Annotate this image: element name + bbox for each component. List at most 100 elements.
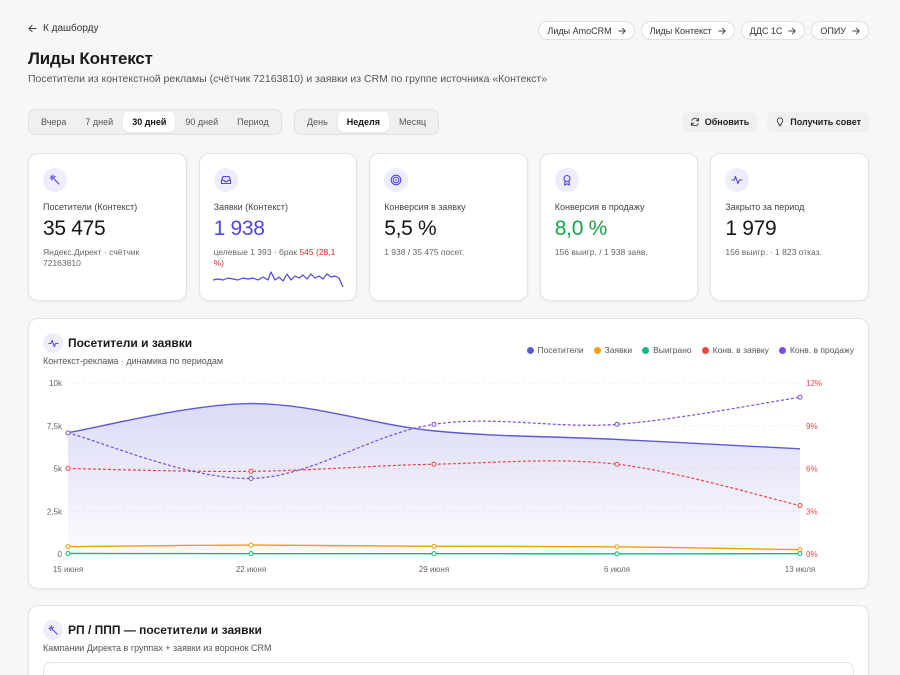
legend-dot [701, 346, 709, 354]
rp-ppp-panel: РП / ППП — посетители и заявки Кампании … [28, 605, 869, 675]
legend-item-leads[interactable]: Заявки [593, 345, 633, 355]
point-leads [248, 542, 254, 548]
point-conv-lead [65, 466, 71, 471]
range-option-90-days[interactable]: 90 дней [185, 117, 219, 127]
lightbulb-icon [777, 117, 784, 127]
y-tick-left: 0 [58, 550, 63, 559]
range-option-7-days[interactable]: 7 дней [85, 117, 114, 127]
top-bar: К дашборду Лиды AmoCRM Лиды Контекст ДДС… [28, 21, 869, 41]
visitors-leads-chart: 0 2,5k 5k 7,5k 10k 0% 3% 6% 9% 12% 15 июня 22 июня 2… [47, 379, 822, 574]
kpi-label: Закрыто за период [725, 202, 805, 212]
legend-item-conv-sale[interactable]: Конв. в продажу [778, 345, 854, 355]
point-conv-lead [431, 461, 437, 467]
kpi-card-conversion-lead: Конверсия в заявку 5,5 % 1 938 / 35 475 … [369, 153, 528, 301]
point-conv-lead [248, 468, 254, 474]
point-conv-sale [431, 421, 437, 427]
leads-sparkline [212, 271, 344, 288]
legend-item-won[interactable]: Выиграно [642, 345, 692, 355]
legend-dot [778, 346, 786, 354]
panel2-title: РП / ППП — посетители и заявки [68, 623, 262, 637]
back-label: К дашборду [43, 23, 99, 34]
point-conv-lead [614, 461, 620, 467]
range-option-period[interactable]: Период [237, 117, 269, 127]
quick-link-label: Лиды Контекст [649, 25, 712, 36]
quick-link-context[interactable]: Лиды Контекст [640, 21, 735, 40]
visitors-leads-panel: Посетители и заявки Контекст-реклама · д… [28, 318, 869, 589]
refresh-button[interactable]: Обновить [681, 112, 758, 132]
legend-dot [642, 346, 650, 354]
range-option-yesterday[interactable]: Вчера [41, 117, 67, 127]
header-actions: Обновить Получить совет [681, 112, 869, 132]
legend-label: Заявки [604, 345, 633, 355]
arrow-right-icon [852, 27, 860, 34]
kpi-label: Конверсия в продажу [554, 202, 645, 212]
quick-links: Лиды AmoCRM Лиды Контекст ДДС 1С ОПИУ [538, 21, 869, 40]
chart-legend: Посетители Заявки Выиграно Конв. в заявк… [526, 345, 854, 355]
page-title: Лиды Контекст [28, 49, 153, 68]
kpi-note: 156 выигр. · 1 823 отказ. [725, 247, 822, 257]
legend-label: Конв. в продажу [789, 345, 854, 355]
point-conv-lead [797, 503, 803, 509]
quick-link-amocrm[interactable]: Лиды AmoCRM [538, 21, 635, 40]
quick-link-label: ОПИУ [820, 25, 846, 36]
refresh-icon [690, 117, 699, 127]
quick-link-dds[interactable]: ДДС 1С [740, 21, 806, 40]
point-conv-sale [65, 430, 71, 436]
kpi-value: 35 475 [43, 217, 106, 240]
granularity-option-day[interactable]: День [307, 117, 328, 127]
kpi-value: 1 938 [213, 217, 265, 240]
y-tick-left: 2,5k [47, 507, 63, 516]
y-tick-right: 3% [806, 507, 818, 516]
back-to-dashboard-link[interactable]: К дашборду [28, 23, 98, 34]
range-selector: Вчера 7 дней 30 дней 90 дней Период [28, 109, 282, 135]
series-line-visitors [67, 402, 801, 450]
y-tick-left: 5k [54, 465, 63, 474]
kpi-note: целевые 1 393 · брак 545 (28,1 %) [214, 247, 343, 270]
point-won [431, 551, 437, 557]
reject-count: 545 (28,1 %) [213, 247, 336, 269]
arrow-left-icon [28, 24, 37, 33]
chart-subtitle: Контекст-реклама · динамика по периодам [43, 356, 224, 366]
point-won [614, 551, 620, 557]
kpi-card-closed: Закрыто за период 1 979 156 выигр. · 1 8… [710, 153, 869, 301]
get-advice-button[interactable]: Получить совет [767, 112, 869, 132]
point-leads [614, 544, 620, 550]
legend-item-conv-lead[interactable]: Конв. в заявку [701, 345, 769, 355]
kpi-label: Посетители (Контекст) [43, 202, 138, 212]
quick-link-opiu[interactable]: ОПИУ [811, 21, 869, 40]
panel2-subtitle: Кампании Директа в группах + заявки из в… [43, 643, 272, 653]
kpi-note: 1 938 / 35 475 посет. [384, 247, 465, 257]
x-tick: 6 июля [604, 565, 630, 574]
y-tick-right: 12% [806, 379, 822, 388]
range-option-30-days[interactable]: 30 дней [123, 112, 176, 132]
point-leads [65, 544, 71, 550]
legend-dot [526, 346, 534, 354]
x-tick: 29 июня [419, 565, 449, 574]
inbox-icon [213, 168, 238, 192]
kpi-value: 5,5 % [384, 217, 437, 240]
pulse-icon [725, 168, 750, 192]
advice-label: Получить совет [790, 117, 861, 127]
arrow-right-icon [717, 27, 726, 34]
point-leads [797, 547, 803, 553]
y-tick-right: 0% [806, 550, 818, 559]
granularity-option-month[interactable]: Месяц [398, 117, 427, 127]
kpi-note: 156 выигр. / 1 938 заяв. [554, 247, 648, 257]
point-leads [431, 543, 437, 549]
legend-label: Посетители [537, 345, 584, 355]
point-conv-sale [248, 475, 254, 481]
x-tick: 13 июля [785, 565, 815, 574]
sparkle-icon [43, 620, 63, 640]
kpi-value: 1 979 [725, 217, 777, 240]
target-icon [384, 168, 409, 192]
arrow-right-icon [788, 27, 797, 34]
kpi-card-conversion-sale: Конверсия в продажу 8,0 % 156 выигр. / 1… [539, 153, 699, 301]
kpi-card-visitors: Посетители (Контекст) 35 475 Яндекс.Дире… [28, 153, 187, 301]
kpi-label: Конверсия в заявку [384, 202, 466, 212]
kpi-card-leads: Заявки (Контекст) 1 938 целевые 1 393 · … [198, 153, 358, 301]
point-won [797, 551, 803, 557]
legend-item-visitors[interactable]: Посетители [526, 345, 584, 355]
y-tick-left: 7,5k [47, 422, 63, 431]
page-subtitle: Посетители из контекстной рекламы (счётч… [28, 73, 548, 85]
granularity-option-week[interactable]: Неделя [337, 112, 389, 132]
